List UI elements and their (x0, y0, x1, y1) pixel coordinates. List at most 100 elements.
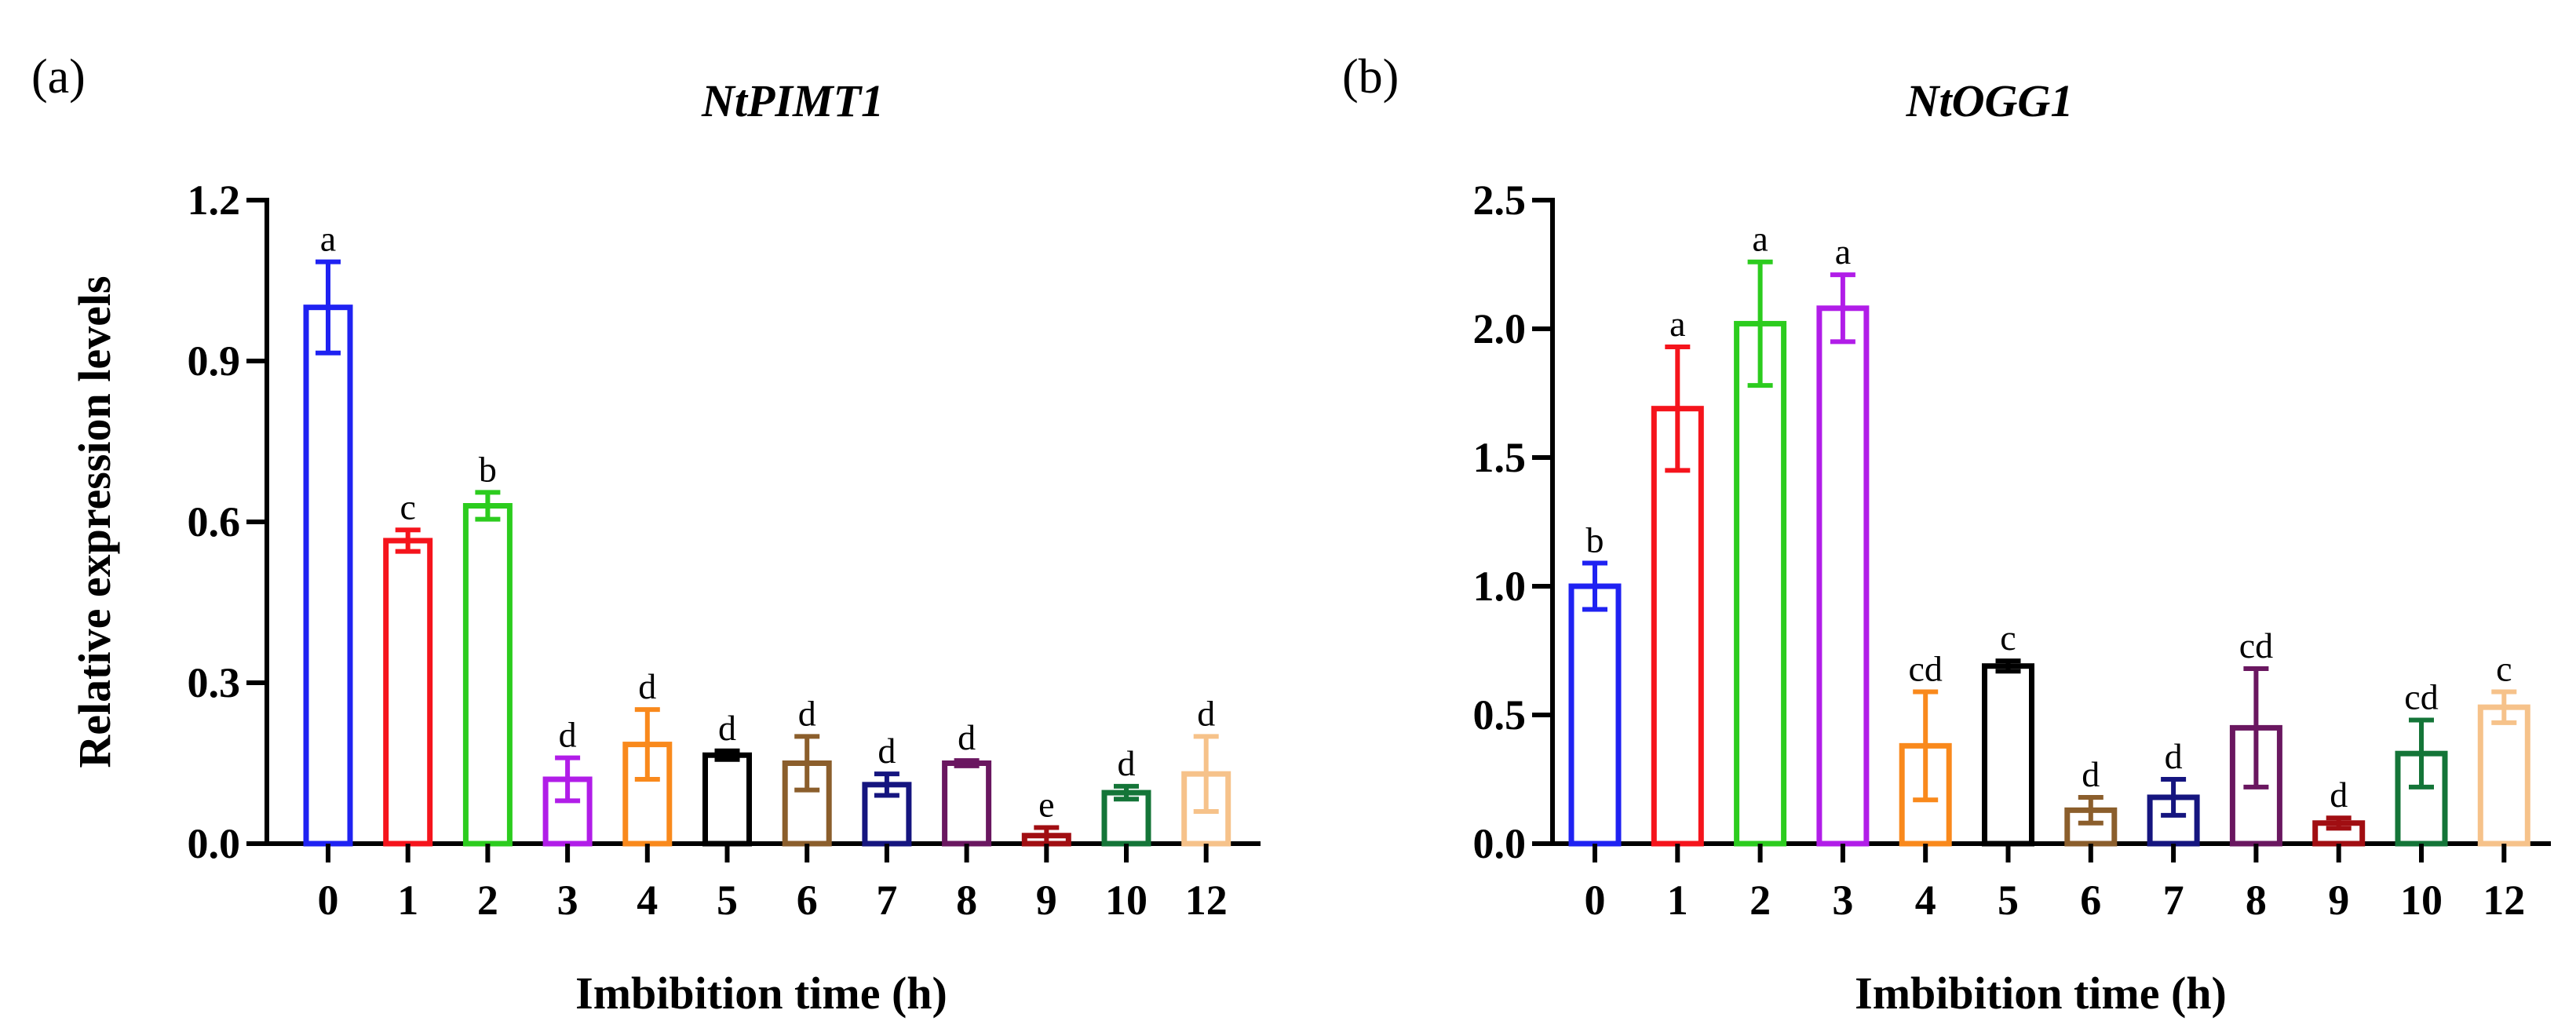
y-tick-label: 2.0 (1473, 305, 1527, 352)
error-bar-7 (874, 771, 899, 798)
y-tick-label: 0.0 (188, 820, 241, 867)
panel-a-error-bars: a c b d d d d d d e d d (316, 219, 1219, 846)
error-bar-7 (2161, 777, 2187, 818)
significance-label-8: d (958, 717, 976, 757)
x-tick-label-8: 8 (2246, 877, 2267, 924)
significance-label-2: a (1752, 219, 1768, 259)
x-tick-label-5: 5 (1998, 877, 2019, 924)
error-bar-2 (475, 490, 501, 522)
significance-label-0: a (320, 219, 336, 259)
significance-label-1: a (1669, 304, 1685, 344)
x-tick-label-0: 0 (318, 877, 339, 924)
x-tick-label-10: 10 (2400, 877, 2443, 924)
x-tick-label-8: 8 (956, 877, 977, 924)
y-tick-label: 1.2 (188, 177, 241, 224)
panel-a-y-ticks: 0.0 0.3 0.6 0.9 1.2 (188, 177, 267, 867)
x-tick-label-9: 9 (1036, 877, 1057, 924)
error-bar-6 (2078, 794, 2103, 826)
significance-label-5: c (2000, 618, 2016, 658)
x-tick-label-1: 1 (1667, 877, 1688, 924)
x-tick-label-2: 2 (477, 877, 498, 924)
x-tick-label-4: 4 (637, 877, 658, 924)
x-tick-label-4: 4 (1915, 877, 1936, 924)
x-tick-label-10: 10 (1105, 877, 1148, 924)
x-tick-label-12: 12 (2483, 877, 2525, 924)
significance-label-10: cd (2404, 677, 2438, 717)
x-tick-label-3: 3 (1832, 877, 1853, 924)
bar-12 (2477, 704, 2530, 847)
error-bar-8 (954, 758, 980, 768)
panel-b-title: NtOGG1 (1906, 75, 2074, 126)
significance-label-7: d (2165, 736, 2183, 776)
error-bar-4 (1913, 689, 1939, 803)
y-tick-label: 2.5 (1473, 177, 1527, 224)
x-tick-label-12: 12 (1185, 877, 1228, 924)
bar-2 (1734, 320, 1787, 847)
x-tick-label-5: 5 (717, 877, 738, 924)
error-bar-10 (1114, 783, 1139, 802)
bar-1 (383, 538, 433, 847)
error-bar-12 (1193, 734, 1219, 814)
x-tick-label-9: 9 (2328, 877, 2349, 924)
panel-a-ntpimt1: (a) NtPIMT1 Relative expression levels I… (31, 50, 1261, 1019)
error-bar-9 (2326, 815, 2352, 831)
bar-2 (462, 503, 513, 847)
error-bar-1 (395, 527, 421, 554)
error-bar-0 (1582, 560, 1607, 612)
panel-a-x-ticks: 0 1 2 3 4 5 6 7 8 9 10 12 (318, 844, 1228, 924)
significance-label-9: d (2330, 775, 2348, 815)
panel-b-x-axis-title: Imbibition time (h) (1855, 968, 2227, 1019)
x-tick-label-1: 1 (397, 877, 418, 924)
error-bar-10 (2409, 717, 2434, 789)
significance-label-7: d (878, 731, 896, 771)
panel-a-label: (a) (31, 50, 86, 104)
bar-5 (702, 752, 752, 847)
significance-label-3: d (559, 715, 577, 755)
bar-5 (1982, 663, 2034, 847)
significance-label-8: cd (2239, 625, 2273, 666)
significance-label-5: d (718, 708, 736, 748)
bar-0 (1568, 583, 1622, 847)
bar-0 (303, 304, 353, 847)
panel-b-label: (b) (1342, 50, 1399, 104)
panel-b-y-ticks: 0.0 0.5 1.0 1.5 2.0 2.5 (1473, 177, 1553, 867)
panel-a-bars (303, 304, 1231, 847)
panel-b-ntogg1: (b) NtOGG1 Imbibition time (h) 0.0 0.5 1.0… (1342, 50, 2551, 1019)
x-tick-label-6: 6 (797, 877, 818, 924)
significance-label-0: b (1586, 520, 1604, 560)
significance-label-12: d (1197, 693, 1215, 733)
y-tick-label: 0.5 (1473, 691, 1527, 738)
bar-3 (1816, 305, 1870, 847)
error-bar-5 (1995, 658, 2021, 674)
error-bar-3 (1830, 272, 1855, 345)
x-tick-label-6: 6 (2080, 877, 2101, 924)
significance-label-9: e (1038, 785, 1054, 825)
significance-label-6: d (798, 693, 816, 733)
x-tick-label-3: 3 (557, 877, 578, 924)
significance-label-10: d (1118, 743, 1136, 783)
significance-label-4: cd (1908, 648, 1942, 688)
bar-1 (1651, 406, 1704, 847)
panel-b-bars (1568, 305, 2530, 847)
significance-label-2: b (479, 449, 497, 489)
bar-8 (942, 760, 992, 847)
y-tick-label: 0.0 (1473, 820, 1527, 867)
x-tick-label-7: 7 (2163, 877, 2184, 924)
error-bar-6 (794, 734, 820, 793)
error-bar-8 (2243, 666, 2269, 789)
x-tick-label-7: 7 (876, 877, 897, 924)
error-bar-1 (1665, 344, 1691, 473)
y-tick-label: 0.9 (188, 337, 241, 385)
error-bar-12 (2491, 689, 2517, 725)
y-tick-label: 1.0 (1473, 563, 1527, 610)
y-tick-label: 1.5 (1473, 434, 1527, 481)
significance-label-4: d (638, 666, 656, 706)
panel-a-title: NtPIMT1 (701, 75, 884, 126)
significance-label-12: c (2496, 648, 2512, 688)
panel-a-x-axis-title: Imbibition time (h) (575, 968, 947, 1019)
significance-label-6: d (2082, 754, 2100, 794)
x-tick-label-0: 0 (1585, 877, 1606, 924)
error-bar-3 (555, 755, 581, 804)
error-bar-2 (1747, 259, 1773, 388)
